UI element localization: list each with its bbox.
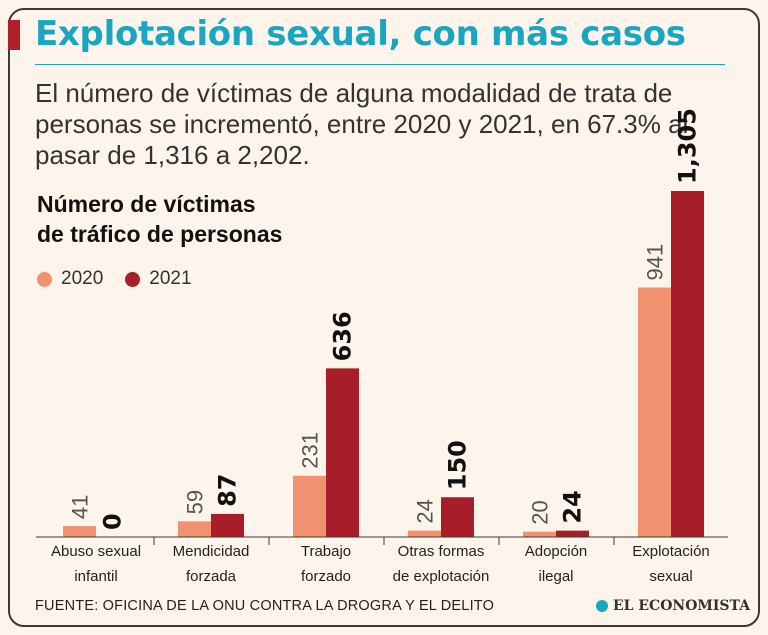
infographic-frame <box>8 8 760 627</box>
value-label-2020-0: 41 <box>68 495 93 519</box>
value-label-2021-2: 636 <box>329 311 357 361</box>
legend-item-2020: 2020 <box>37 268 103 290</box>
bar-2021-4 <box>556 530 589 537</box>
category-label-3-1: de explotación <box>393 568 490 585</box>
title-divider <box>35 64 725 65</box>
legend-item-2021: 2021 <box>125 268 192 290</box>
value-label-2021-5: 1,305 <box>674 108 702 184</box>
category-label-2-0: Trabajo <box>301 543 351 560</box>
category-label-3-0: Otras formas <box>398 543 485 560</box>
value-label-2021-4: 24 <box>559 490 587 523</box>
value-label-2020-2: 231 <box>298 432 323 469</box>
value-label-2021-3: 150 <box>444 440 472 490</box>
bar-2020-2 <box>293 475 326 537</box>
brand-name: EL ECONOMISTA <box>613 598 751 614</box>
category-label-5-1: sexual <box>649 568 692 585</box>
category-label-2-1: forzado <box>301 568 351 585</box>
legend-swatch-2021 <box>125 271 141 287</box>
category-label-1-1: forzada <box>186 568 237 585</box>
chart-title-line-1: Número de víctimas <box>37 191 256 217</box>
chart-title: Número de víctimas de tráfico de persona… <box>37 189 282 249</box>
value-label-2020-5: 941 <box>643 244 668 281</box>
title-accent-bar <box>8 20 20 50</box>
source-note: FUENTE: OFICINA DE LA ONU CONTRA LA DROG… <box>35 598 495 614</box>
bar-2020-3 <box>408 530 441 537</box>
bar-2021-1 <box>211 513 244 537</box>
value-label-2020-1: 59 <box>183 490 208 514</box>
value-label-2021-0: 0 <box>99 513 127 530</box>
category-label-0-0: Abuso sexual <box>51 543 141 560</box>
brand-logo: EL ECONOMISTA <box>596 598 750 614</box>
bar-2020-1 <box>178 521 211 537</box>
legend-label-2021: 2021 <box>149 268 192 289</box>
legend-swatch-2020 <box>37 271 52 287</box>
category-label-5-0: Explotación <box>632 543 710 560</box>
category-label-1-0: Mendicidad <box>173 543 250 560</box>
bar-2021-3 <box>441 497 474 537</box>
globe-icon <box>596 600 608 612</box>
value-label-2020-4: 20 <box>528 500 553 524</box>
chart-title-line-2: de tráfico de personas <box>37 221 283 247</box>
chart-legend: 2020 2021 <box>37 268 214 290</box>
bar-2021-2 <box>326 368 359 537</box>
legend-label-2020: 2020 <box>61 268 104 289</box>
category-label-4-0: Adopción <box>525 543 588 560</box>
bar-2020-0 <box>63 526 96 537</box>
category-label-0-1: infantil <box>74 568 117 585</box>
bar-2020-5 <box>638 287 671 537</box>
value-label-2021-1: 87 <box>214 474 242 507</box>
page-title: Explotación sexual, con más casos <box>35 14 686 54</box>
value-label-2020-3: 24 <box>413 499 438 523</box>
page-subtitle: El número de víctimas de alguna modalida… <box>35 78 689 170</box>
bar-2020-4 <box>523 531 556 537</box>
category-label-4-1: ilegal <box>538 568 573 585</box>
bar-2021-5 <box>671 191 704 537</box>
